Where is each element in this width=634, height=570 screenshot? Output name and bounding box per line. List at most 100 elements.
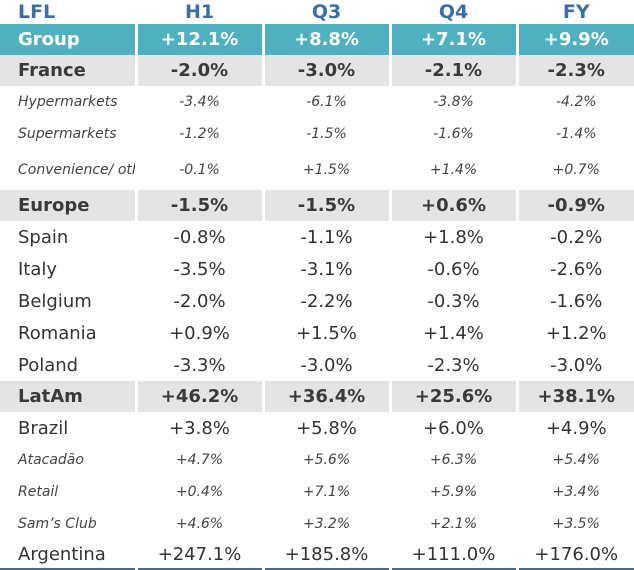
value-supermarkets-q3: -1.5% — [261, 118, 390, 150]
row-convenience-other-formats: Convenience/ other formats-0.1%+1.5%+1.4… — [0, 150, 634, 190]
value-group-q3: +8.8% — [261, 24, 390, 55]
value-spain-h1: -0.8% — [134, 221, 263, 253]
value-hypermarkets-h1: -3.4% — [134, 86, 263, 118]
column-header-q4: Q4 — [388, 0, 517, 24]
row-label-sam-s-club: Sam’s Club — [18, 516, 97, 532]
value-brazil-q3: +5.8% — [261, 412, 390, 444]
value-europe-h1: -1.5% — [134, 190, 263, 221]
value-france-q4: -2.1% — [388, 55, 517, 86]
value-spain-fy: -0.2% — [515, 221, 634, 253]
row-label-france: France — [0, 55, 136, 86]
row-hypermarkets: Hypermarkets -3.4% -6.1% -3.8% -4.2% — [0, 86, 634, 118]
value-convenience-other-formats-fy: +0.7% — [515, 150, 634, 190]
value-europe-q3: -1.5% — [261, 190, 390, 221]
row-label-latam: LatAm — [0, 381, 136, 412]
value-supermarkets-q4: -1.6% — [388, 118, 517, 150]
row-europe: Europe -1.5% -1.5% +0.6% -0.9% — [0, 190, 634, 221]
value-group-q4: +7.1% — [388, 24, 517, 55]
row-label-group: Group — [0, 24, 136, 55]
value-poland-q3: -3.0% — [261, 349, 390, 381]
value-sam-s-club-h1: +4.6% — [134, 508, 263, 540]
row-atacadao: Atacadão +4.7% +5.6% +6.3% +5.4% — [0, 444, 634, 476]
row-brazil: Brazil +3.8% +5.8% +6.0% +4.9% — [0, 412, 634, 444]
row-label-spain: Spain — [18, 226, 69, 248]
value-romania-q3: +1.5% — [261, 317, 390, 349]
value-hypermarkets-q4: -3.8% — [388, 86, 517, 118]
row-label-italy: Italy — [18, 258, 58, 280]
value-sam-s-club-q3: +3.2% — [261, 508, 390, 540]
value-argentina-q4: +111.0% — [388, 540, 517, 570]
value-europe-fy: -0.9% — [515, 190, 634, 221]
value-france-fy: -2.3% — [515, 55, 634, 86]
row-label-argentina: Argentina — [0, 540, 136, 570]
value-spain-q3: -1.1% — [261, 221, 390, 253]
value-atacadao-q4: +6.3% — [388, 444, 517, 476]
row-romania: Romania +0.9% +1.5% +1.4% +1.2% — [0, 317, 634, 349]
value-retail-q4: +5.9% — [388, 476, 517, 508]
value-group-h1: +12.1% — [134, 24, 263, 55]
value-italy-q4: -0.6% — [388, 253, 517, 285]
value-argentina-q3: +185.8% — [261, 540, 390, 570]
table-title: LFL — [18, 1, 56, 23]
value-belgium-q4: -0.3% — [388, 285, 517, 317]
value-latam-q3: +36.4% — [261, 381, 390, 412]
column-header-q3: Q3 — [261, 0, 390, 24]
column-header-h1: H1 — [134, 0, 263, 24]
row-label-convenience-other-formats: Convenience/ other formats — [18, 161, 136, 178]
value-atacadao-q3: +5.6% — [261, 444, 390, 476]
value-atacadao-fy: +5.4% — [515, 444, 634, 476]
value-latam-h1: +46.2% — [134, 381, 263, 412]
row-france: France -2.0% -3.0% -2.1% -2.3% — [0, 55, 634, 86]
row-label-atacadao: Atacadão — [18, 452, 84, 468]
value-poland-fy: -3.0% — [515, 349, 634, 381]
value-convenience-other-formats-h1: -0.1% — [134, 150, 263, 190]
value-europe-q4: +0.6% — [388, 190, 517, 221]
row-argentina: Argentina +247.1% +185.8% +111.0% +176.0% — [0, 540, 634, 570]
value-atacadao-h1: +4.7% — [134, 444, 263, 476]
column-header-fy: FY — [515, 0, 634, 24]
row-group: Group +12.1% +8.8% +7.1% +9.9% — [0, 24, 634, 55]
row-latam: LatAm +46.2% +36.4% +25.6% +38.1% — [0, 381, 634, 412]
row-poland: Poland -3.3% -3.0% -2.3% -3.0% — [0, 349, 634, 381]
row-sam-s-club: Sam’s Club +4.6% +3.2% +2.1% +3.5% — [0, 508, 634, 540]
value-argentina-fy: +176.0% — [515, 540, 634, 570]
row-label-romania: Romania — [18, 322, 97, 344]
value-brazil-h1: +3.8% — [134, 412, 263, 444]
value-hypermarkets-fy: -4.2% — [515, 86, 634, 118]
value-group-fy: +9.9% — [515, 24, 634, 55]
value-sam-s-club-q4: +2.1% — [388, 508, 517, 540]
value-supermarkets-fy: -1.4% — [515, 118, 634, 150]
row-spain: Spain -0.8% -1.1% +1.8% -0.2% — [0, 221, 634, 253]
value-retail-fy: +3.4% — [515, 476, 634, 508]
row-label-brazil: Brazil — [18, 417, 69, 439]
value-hypermarkets-q3: -6.1% — [261, 86, 390, 118]
row-italy: Italy -3.5% -3.1% -0.6% -2.6% — [0, 253, 634, 285]
value-latam-fy: +38.1% — [515, 381, 634, 412]
value-italy-fy: -2.6% — [515, 253, 634, 285]
row-belgium: Belgium -2.0% -2.2% -0.3% -1.6% — [0, 285, 634, 317]
value-poland-q4: -2.3% — [388, 349, 517, 381]
value-brazil-q4: +6.0% — [388, 412, 517, 444]
value-france-h1: -2.0% — [134, 55, 263, 86]
value-belgium-q3: -2.2% — [261, 285, 390, 317]
value-latam-q4: +25.6% — [388, 381, 517, 412]
row-label-belgium: Belgium — [18, 290, 92, 312]
value-convenience-other-formats-q4: +1.4% — [388, 150, 517, 190]
value-romania-fy: +1.2% — [515, 317, 634, 349]
value-retail-h1: +0.4% — [134, 476, 263, 508]
row-label-europe: Europe — [0, 190, 136, 221]
row-retail: Retail +0.4% +7.1% +5.9% +3.4% — [0, 476, 634, 508]
value-argentina-h1: +247.1% — [134, 540, 263, 570]
value-spain-q4: +1.8% — [388, 221, 517, 253]
value-france-q3: -3.0% — [261, 55, 390, 86]
value-belgium-fy: -1.6% — [515, 285, 634, 317]
row-label-hypermarkets: Hypermarkets — [18, 94, 118, 110]
row-label-supermarkets: Supermarkets — [18, 126, 117, 142]
value-convenience-other-formats-q3: +1.5% — [261, 150, 390, 190]
value-italy-h1: -3.5% — [134, 253, 263, 285]
value-retail-q3: +7.1% — [261, 476, 390, 508]
header-row: LFL H1 Q3 Q4 FY — [0, 0, 634, 24]
value-brazil-fy: +4.9% — [515, 412, 634, 444]
value-supermarkets-h1: -1.2% — [134, 118, 263, 150]
